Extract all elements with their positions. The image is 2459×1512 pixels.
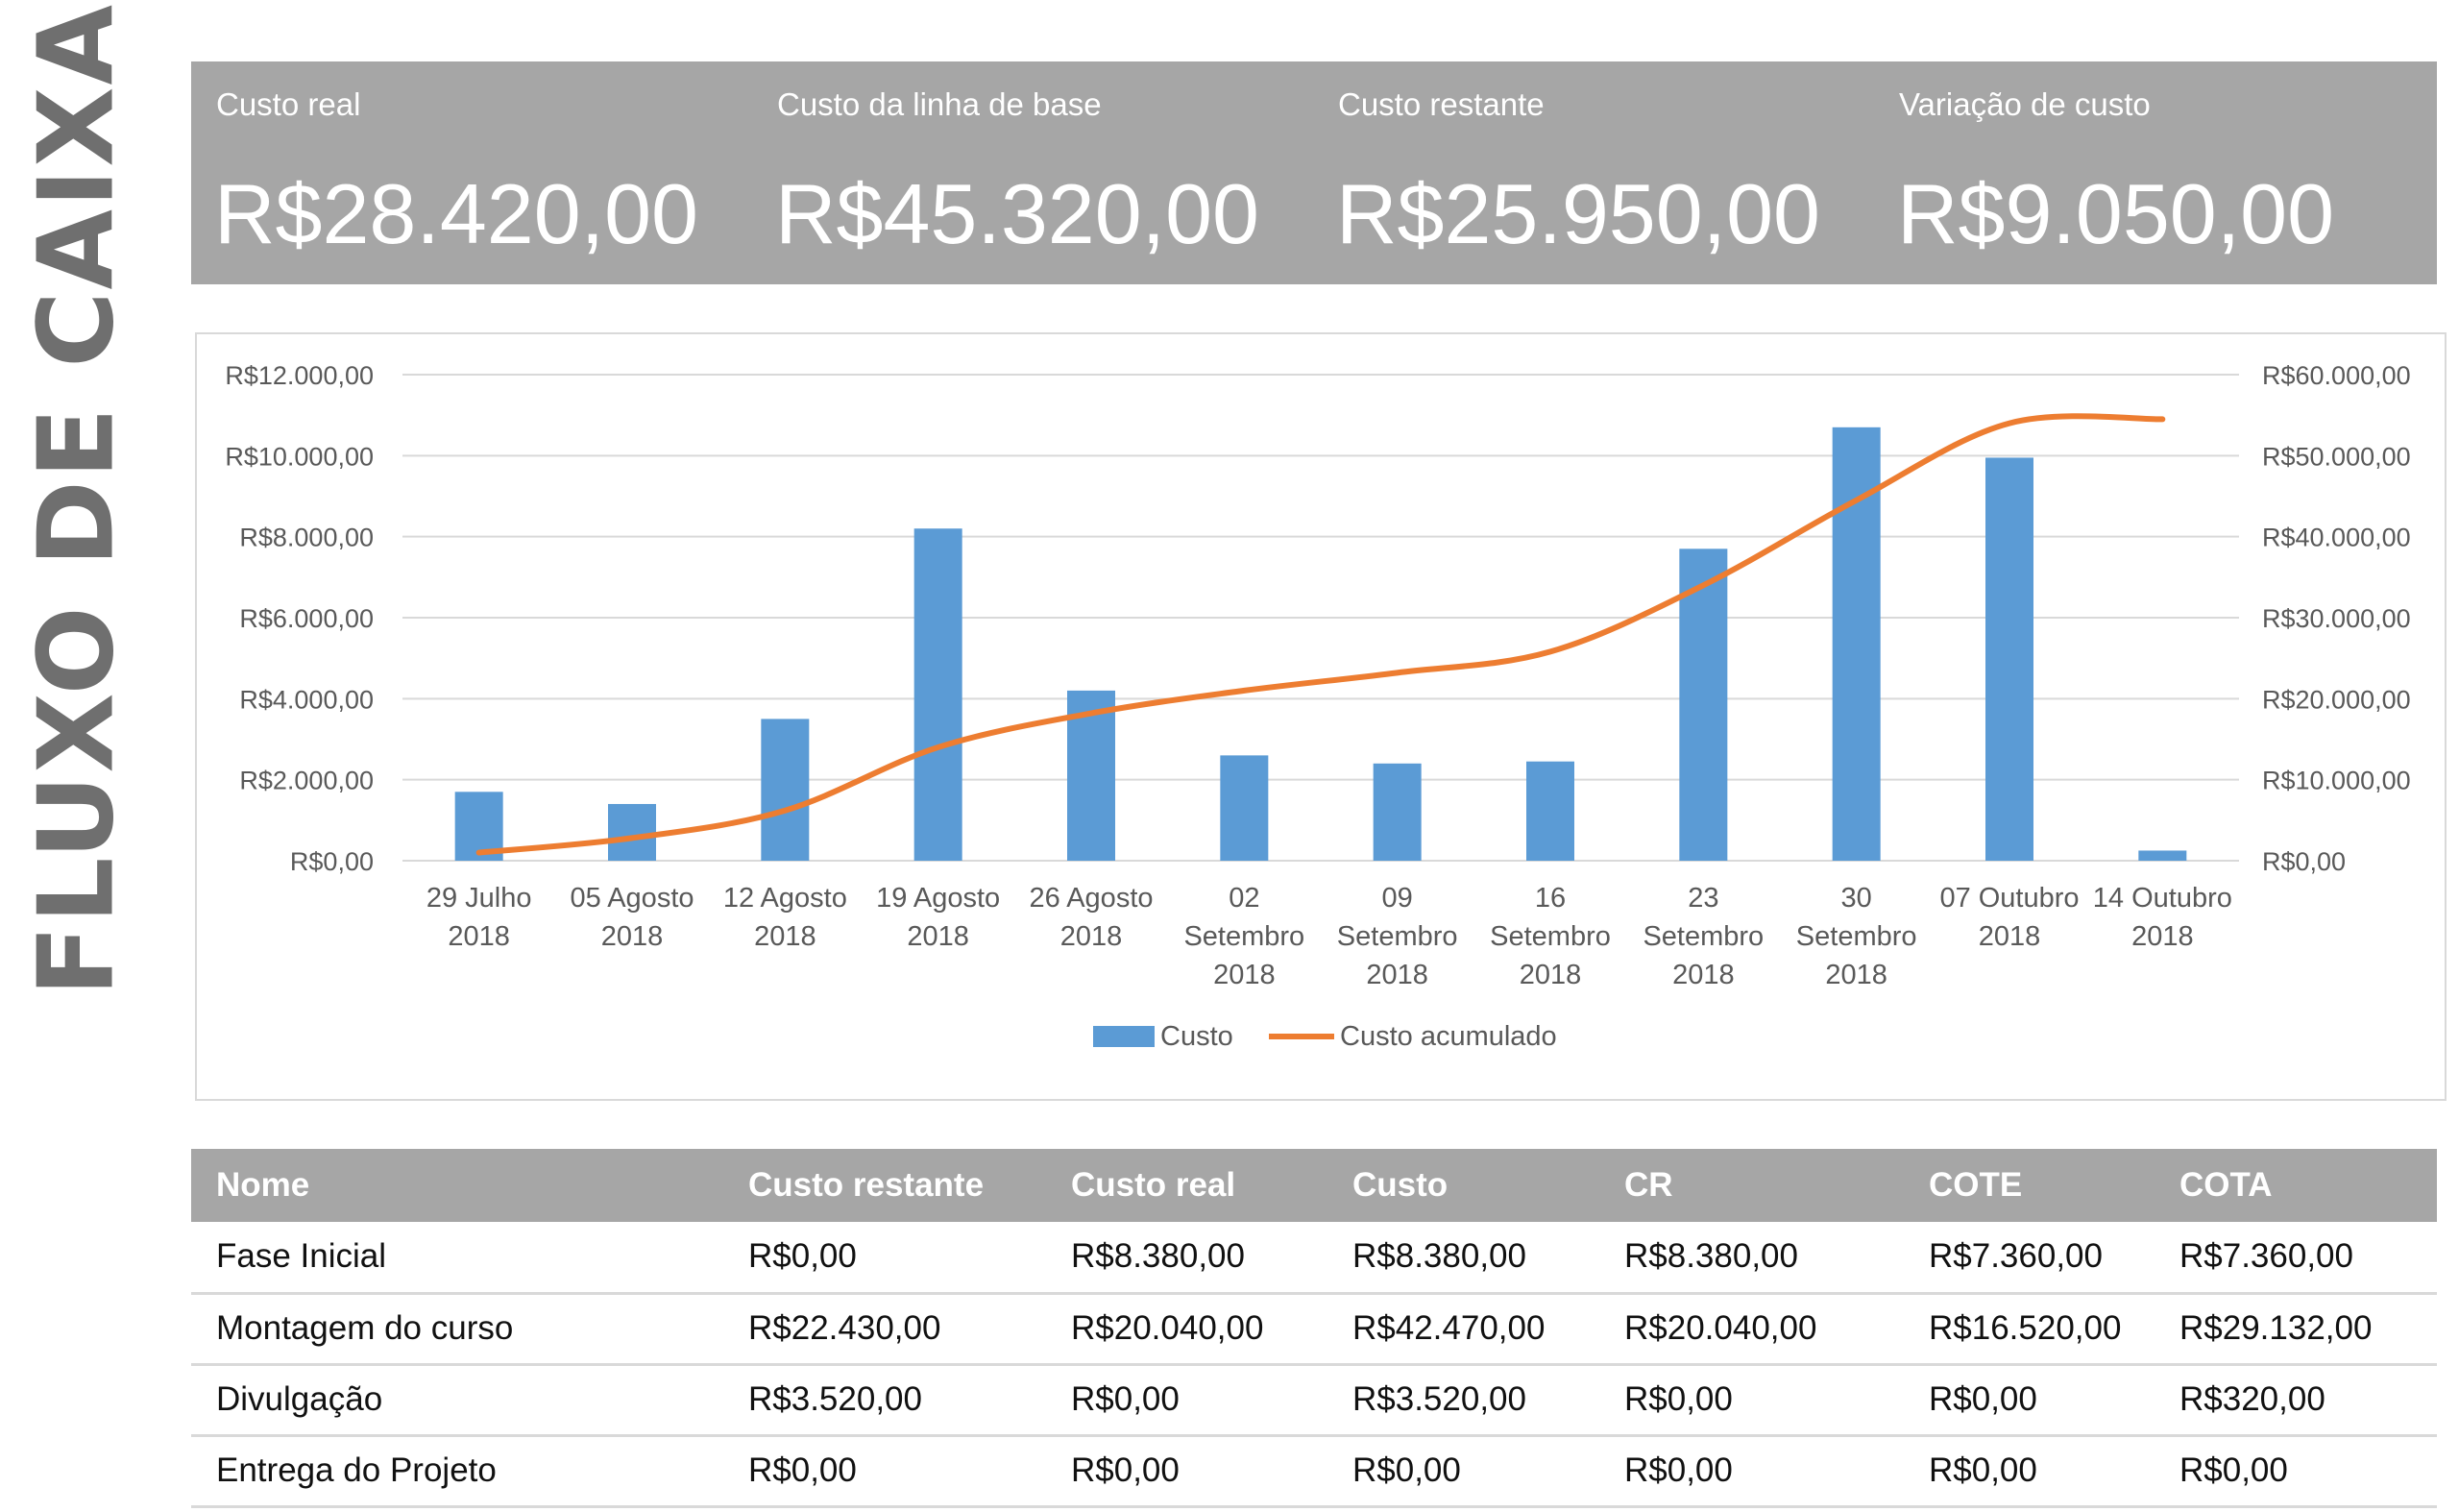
table-cell: R$7.360,00 (2179, 1237, 2353, 1276)
table-cell: R$8.380,00 (1071, 1237, 1245, 1276)
bar (1526, 761, 1574, 861)
table-row: Entrega do Projeto R$0,00 R$0,00 R$0,00 … (191, 1435, 2437, 1506)
table-cell: R$22.430,00 (748, 1309, 941, 1347)
kpi-label: Variação de custo (1899, 86, 2151, 122)
table-cell: Divulgação (216, 1380, 383, 1418)
table-cell: R$320,00 (2179, 1380, 2325, 1418)
header-nome: Nome (216, 1166, 310, 1204)
side-title-container: FLUXO DE CAIXA (0, 0, 154, 1512)
kpi-label: Custo restante (1338, 86, 1545, 122)
y-right-tick-label: R$40.000,00 (2262, 524, 2411, 552)
x-tick-label: 16 Setembro 2018 (1490, 883, 1611, 990)
y-left-tick-label: R$4.000,00 (239, 685, 374, 714)
legend-label-custo-acumulado: Custo acumulado (1340, 1021, 1557, 1052)
header-custo-real: Custo real (1071, 1166, 1236, 1204)
cost-table-container: Nome Custo restante Custo real Custo CR … (191, 1149, 2437, 1508)
series-line-custo-acumulado (475, 413, 2166, 856)
y-right-tick-label: R$0,00 (2262, 847, 2346, 876)
header-cota: COTA (2179, 1166, 2273, 1204)
table-cell: R$0,00 (748, 1451, 857, 1489)
x-tick-label: 09 Setembro 2018 (1337, 883, 1458, 990)
kpi-variacao-custo: Variação de custo R$9.050,00 (1874, 61, 2437, 284)
table-cell: R$0,00 (1624, 1380, 1733, 1418)
bar (1679, 549, 1728, 861)
table-cell: R$8.380,00 (1624, 1237, 1798, 1276)
y-right-tick-label: R$30.000,00 (2262, 604, 2411, 633)
table-cell: R$3.520,00 (748, 1380, 922, 1418)
legend-label-custo: Custo (1160, 1021, 1233, 1052)
x-tick-label: 30 Setembro 2018 (1796, 883, 1917, 990)
table-cell: R$0,00 (1929, 1380, 2037, 1418)
y-right-tick-label: R$60.000,00 (2262, 361, 2411, 390)
table-cell: R$0,00 (1624, 1451, 1733, 1489)
kpi-label: Custo real (216, 86, 361, 122)
x-tick-label: 05 Agosto 2018 (571, 883, 694, 952)
table-cell: R$3.520,00 (1352, 1380, 1526, 1418)
legend-swatch-custo (1093, 1026, 1155, 1047)
y-left-tick-label: R$0,00 (290, 847, 374, 876)
bar (2138, 850, 2187, 861)
table-cell: R$0,00 (1352, 1451, 1461, 1489)
kpi-custo-restante: Custo restante R$25.950,00 (1313, 61, 1874, 284)
table-cell: R$0,00 (2179, 1451, 2288, 1489)
table-cell: R$0,00 (1071, 1380, 1180, 1418)
kpi-label: Custo da linha de base (777, 86, 1102, 122)
table-header-row: Nome Custo restante Custo real Custo CR … (191, 1149, 2437, 1222)
bar (913, 528, 962, 861)
table-cell: R$20.040,00 (1071, 1309, 1264, 1347)
x-tick-label: 23 Setembro 2018 (1643, 883, 1764, 990)
table-cell: R$7.360,00 (1929, 1237, 2103, 1276)
bar (1373, 763, 1422, 861)
x-tick-label: 19 Agosto 2018 (876, 883, 1000, 952)
x-tick-label: 29 Julho 2018 (426, 883, 532, 952)
table-cell: R$8.380,00 (1352, 1237, 1526, 1276)
header-custo: Custo (1352, 1166, 1449, 1204)
cash-flow-chart: R$0,00 R$2.000,00 R$4.000,00 R$6.000,00 R$8.… (225, 361, 2411, 1052)
table-cell: R$0,00 (748, 1237, 857, 1276)
kpi-custo-linha-base: Custo da linha de base R$45.320,00 (752, 61, 1313, 284)
table-row: Fase Inicial R$0,00 R$8.380,00 R$8.380,0… (191, 1222, 2437, 1293)
table-cell: R$0,00 (1929, 1451, 2037, 1489)
table-cell: R$16.520,00 (1929, 1309, 2122, 1347)
x-tick-label: 02 Setembro 2018 (1183, 883, 1304, 990)
kpi-custo-real: Custo real R$28.420,00 (191, 61, 752, 284)
table-row: Divulgação R$3.520,00 R$0,00 R$3.520,00 … (191, 1364, 2437, 1435)
table-cell: R$0,00 (1071, 1451, 1180, 1489)
chart-container: R$0,00 R$2.000,00 R$4.000,00 R$6.000,00 R$8.… (195, 332, 2447, 1101)
bar (1985, 457, 2033, 861)
y-left-tick-label: R$2.000,00 (239, 767, 374, 795)
table-cell: R$20.040,00 (1624, 1309, 1817, 1347)
table-cell: Entrega do Projeto (216, 1451, 497, 1489)
table-cell: R$42.470,00 (1352, 1309, 1546, 1347)
kpi-value: R$9.050,00 (1897, 166, 2335, 261)
kpi-value: R$45.320,00 (775, 166, 1259, 261)
y-right-tick-label: R$50.000,00 (2262, 442, 2411, 471)
y-left-tick-label: R$10.000,00 (225, 442, 374, 471)
table-cell: R$29.132,00 (2179, 1309, 2373, 1347)
y-left-tick-label: R$8.000,00 (239, 524, 374, 552)
y-left-tick-label: R$6.000,00 (239, 604, 374, 633)
page-title: FLUXO DE CAIXA (16, 2, 137, 997)
table-cell: Montagem do curso (216, 1309, 514, 1347)
y-right-tick-label: R$10.000,00 (2262, 767, 2411, 795)
y-right-tick-label: R$20.000,00 (2262, 685, 2411, 714)
x-tick-label: 26 Agosto 2018 (1030, 883, 1154, 952)
table-cell: Fase Inicial (216, 1237, 387, 1276)
kpi-band: Custo real R$28.420,00 Custo da linha de… (191, 61, 2437, 284)
cost-table: Nome Custo restante Custo real Custo CR … (191, 1149, 2437, 1508)
bar (1220, 755, 1269, 861)
bar (608, 803, 656, 861)
table-row: Montagem do curso R$22.430,00 R$20.040,0… (191, 1293, 2437, 1364)
kpi-value: R$25.950,00 (1336, 166, 1820, 261)
bar (761, 719, 810, 861)
header-cote: COTE (1929, 1166, 2023, 1204)
x-tick-label: 07 Outubro 2018 (1939, 883, 2079, 952)
y-left-tick-label: R$12.000,00 (225, 361, 374, 390)
x-tick-label: 12 Agosto 2018 (723, 883, 847, 952)
kpi-value: R$28.420,00 (214, 166, 698, 261)
x-tick-label: 14 Outubro 2018 (2093, 883, 2232, 952)
header-custo-restante: Custo restante (748, 1166, 985, 1204)
header-cr: CR (1624, 1166, 1673, 1204)
